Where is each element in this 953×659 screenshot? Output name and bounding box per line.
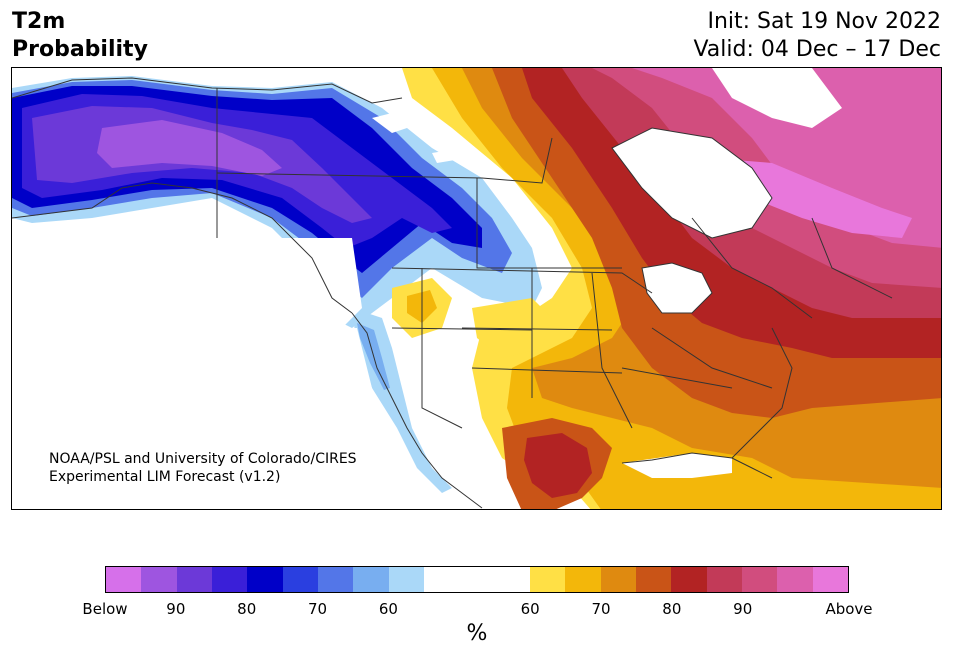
forecast-dates: Init: Sat 19 Nov 2022 Valid: 04 Dec – 17…: [693, 8, 941, 64]
title-line-probability: Probability: [12, 37, 148, 62]
colorbar-tick-label: 60: [520, 600, 540, 618]
colorbar: [105, 566, 849, 593]
colorbar-swatch: [812, 567, 848, 592]
colorbar-tick-label: 70: [591, 600, 611, 618]
colorbar-tick-label: 90: [166, 600, 186, 618]
title-line-variable: T2m: [12, 9, 66, 34]
map-title: T2m Probability: [12, 8, 148, 64]
colorbar-swatch: [565, 567, 601, 592]
colorbar-swatch: [388, 567, 424, 592]
forecast-map: NOAA/PSL and University of Colorado/CIRE…: [11, 67, 942, 510]
colorbar-tick-label: 60: [378, 600, 398, 618]
colorbar-tick-label: 80: [237, 600, 257, 618]
colorbar-tick-label: Above: [825, 600, 873, 618]
credit-line-1: NOAA/PSL and University of Colorado/CIRE…: [49, 451, 357, 467]
colorbar-swatch: [529, 567, 566, 592]
colorbar-swatch: [317, 567, 354, 592]
colorbar-swatch: [176, 567, 212, 592]
colorbar-swatch: [777, 567, 813, 592]
colorbar-swatch: [635, 567, 672, 592]
colorbar-swatch: [741, 567, 778, 592]
colorbar-swatch: [600, 567, 636, 592]
colorbar-swatch: [706, 567, 742, 592]
valid-date-range: Valid: 04 Dec – 17 Dec: [693, 37, 941, 62]
init-date: Init: Sat 19 Nov 2022: [707, 9, 941, 34]
colorbar-swatch: [211, 567, 248, 592]
colorbar-tick-label: 80: [662, 600, 682, 618]
colorbar-tick-label: 90: [733, 600, 753, 618]
colorbar-swatch: [353, 567, 389, 592]
colorbar-tick-label: Below: [82, 600, 128, 618]
colorbar-swatch: [282, 567, 318, 592]
water-bodies: [12, 68, 842, 509]
colorbar-swatch: [671, 567, 707, 592]
colorbar-swatch: [141, 567, 177, 592]
map-canvas: NOAA/PSL and University of Colorado/CIRE…: [12, 68, 941, 509]
coastlines-and-borders: [12, 77, 893, 509]
colorbar-swatch: [106, 567, 142, 592]
colorbar-swatch: [247, 567, 283, 592]
credit-line-2: Experimental LIM Forecast (v1.2): [49, 469, 280, 485]
above-normal-region: [392, 68, 941, 509]
colorbar-unit-label: %: [466, 621, 488, 646]
colorbar-swatch: [423, 567, 530, 592]
colorbar-tick-label: 70: [308, 600, 328, 618]
